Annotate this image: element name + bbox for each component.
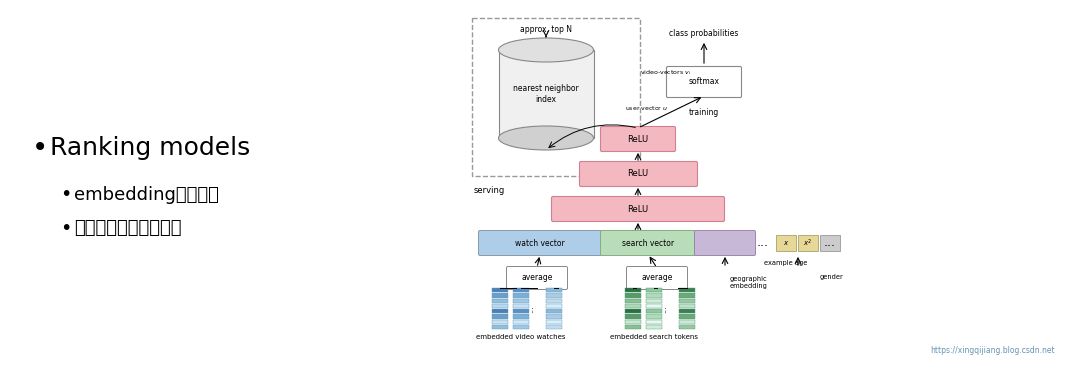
Bar: [546, 314, 562, 318]
Bar: [546, 304, 562, 308]
Bar: [625, 293, 642, 297]
Bar: [679, 309, 696, 313]
Bar: [646, 325, 662, 329]
Text: average: average: [642, 273, 673, 283]
Text: embedding规模很大: embedding规模很大: [75, 186, 219, 204]
Text: •: •: [60, 186, 71, 204]
Bar: [513, 314, 529, 318]
Text: example age: example age: [765, 260, 808, 266]
FancyBboxPatch shape: [600, 127, 675, 152]
Bar: [492, 320, 508, 324]
Text: training: training: [689, 108, 719, 117]
Text: 训练和上线都比较耗时: 训练和上线都比较耗时: [75, 219, 181, 237]
Bar: [646, 314, 662, 318]
Bar: [625, 314, 642, 318]
Text: $x$: $x$: [783, 239, 789, 247]
Text: https://xingqijiang.blog.csdn.net: https://xingqijiang.blog.csdn.net: [930, 346, 1055, 355]
Bar: [679, 325, 696, 329]
Text: softmax: softmax: [689, 77, 719, 86]
Bar: [646, 304, 662, 308]
Bar: [625, 288, 642, 292]
Bar: [546, 293, 562, 297]
Bar: [492, 293, 508, 297]
Bar: [679, 314, 696, 318]
FancyBboxPatch shape: [666, 66, 742, 97]
Text: gender: gender: [819, 274, 842, 280]
Text: ...: ...: [660, 305, 669, 313]
Text: geographic
embedding: geographic embedding: [730, 276, 768, 289]
Text: •: •: [60, 218, 71, 238]
FancyBboxPatch shape: [694, 231, 756, 255]
Bar: [646, 293, 662, 297]
Bar: [546, 309, 562, 313]
Text: embedded search tokens: embedded search tokens: [610, 334, 698, 340]
Text: $x^2$: $x^2$: [804, 237, 812, 249]
Bar: [546, 320, 562, 324]
Bar: [546, 325, 562, 329]
Bar: [625, 325, 642, 329]
Bar: [513, 320, 529, 324]
Bar: [492, 314, 508, 318]
Text: serving: serving: [474, 186, 505, 195]
FancyBboxPatch shape: [507, 266, 567, 290]
Bar: [625, 304, 642, 308]
Text: ...: ...: [527, 305, 536, 313]
Bar: [492, 325, 508, 329]
FancyBboxPatch shape: [600, 231, 696, 255]
Bar: [679, 299, 696, 303]
Text: watch vector: watch vector: [515, 238, 565, 248]
Bar: [513, 299, 529, 303]
Bar: [492, 299, 508, 303]
FancyBboxPatch shape: [478, 231, 602, 255]
Text: ReLU: ReLU: [627, 204, 649, 214]
FancyBboxPatch shape: [626, 266, 688, 290]
Text: •: •: [32, 134, 49, 162]
Text: Ranking models: Ranking models: [50, 136, 251, 160]
Text: embedded video watches: embedded video watches: [476, 334, 566, 340]
Bar: [513, 293, 529, 297]
Bar: [546, 299, 562, 303]
Bar: [492, 304, 508, 308]
Text: user vector $u$: user vector $u$: [625, 104, 669, 112]
Bar: [679, 304, 696, 308]
Bar: [646, 288, 662, 292]
Bar: [646, 309, 662, 313]
Bar: [646, 299, 662, 303]
Bar: [492, 288, 508, 292]
Bar: [820, 235, 840, 251]
Bar: [513, 325, 529, 329]
Bar: [492, 309, 508, 313]
Text: class probabilities: class probabilities: [670, 29, 739, 38]
Bar: [546, 288, 562, 292]
Bar: [499, 50, 594, 138]
FancyBboxPatch shape: [552, 197, 725, 221]
Bar: [625, 320, 642, 324]
Text: approx. top N: approx. top N: [519, 25, 572, 34]
Bar: [625, 299, 642, 303]
Text: ...: ...: [824, 237, 836, 249]
Text: ...: ...: [757, 237, 769, 249]
Bar: [513, 288, 529, 292]
Bar: [798, 235, 818, 251]
Bar: [679, 288, 696, 292]
Bar: [625, 309, 642, 313]
Text: average: average: [522, 273, 553, 283]
Bar: [679, 320, 696, 324]
Bar: [513, 309, 529, 313]
Bar: [777, 235, 796, 251]
Text: nearest neighbor
index: nearest neighbor index: [513, 84, 579, 104]
Text: ReLU: ReLU: [627, 169, 649, 179]
FancyBboxPatch shape: [580, 162, 698, 186]
Ellipse shape: [499, 126, 594, 150]
Text: ReLU: ReLU: [627, 134, 649, 144]
Text: video-vectors $v_i$: video-vectors $v_i$: [640, 69, 691, 77]
Bar: [513, 304, 529, 308]
Bar: [679, 293, 696, 297]
Text: search vector: search vector: [622, 238, 674, 248]
Bar: [646, 320, 662, 324]
Ellipse shape: [499, 38, 594, 62]
